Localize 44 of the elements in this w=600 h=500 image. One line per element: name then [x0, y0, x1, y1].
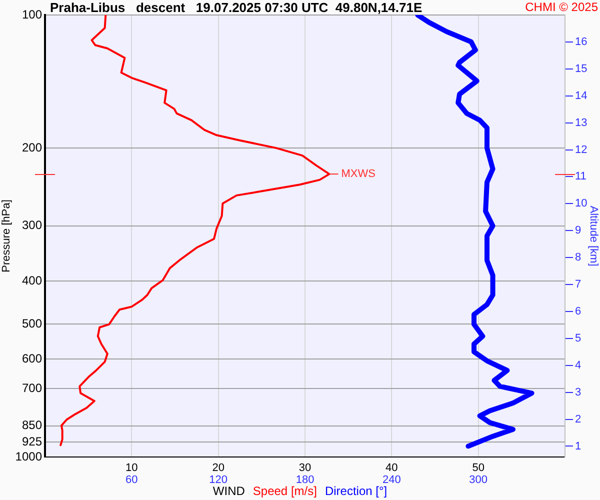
y2-tick-label: 9 — [575, 224, 582, 237]
y-tick-label: 200 — [22, 140, 42, 154]
y-tick-label: 850 — [22, 418, 42, 432]
y2-tick-label: 8 — [575, 252, 582, 264]
legend-title: WIND — [212, 484, 245, 498]
y2-tick-label: 7 — [575, 278, 582, 291]
x2-tick-label: 300 — [469, 474, 488, 486]
y-tick-label: 100 — [22, 7, 42, 22]
y2-tick-label: 4 — [575, 359, 582, 372]
y-tick-label: 700 — [22, 380, 42, 395]
y2-tick-label: 5 — [575, 332, 582, 344]
y-tick-label: 300 — [22, 218, 42, 232]
y-tick-label: 400 — [22, 273, 42, 288]
x-tick-label: 40 — [386, 462, 398, 474]
chart-title: Praha-Libus descent 19.07.2025 07:30 UTC 49.80N,14.71E — [50, 0, 422, 15]
y2-tick-label: 13 — [575, 116, 588, 129]
y2-tick-label: 15 — [575, 62, 588, 75]
y2-tick-label: 3 — [575, 386, 582, 398]
x2-tick-label: 120 — [209, 474, 228, 486]
x-tick-label: 10 — [126, 462, 138, 474]
y2-tick-label: 11 — [575, 170, 586, 183]
x2-tick-label: 60 — [126, 474, 138, 486]
y2-tick-label: 2 — [575, 413, 582, 426]
x-tick-label: 30 — [298, 462, 312, 474]
x-tick-label: 50 — [472, 462, 484, 474]
text: Speed [m/s] — [252, 484, 317, 498]
y-tick-label: 600 — [22, 351, 42, 366]
y2-axis-title: Altitude [km] — [587, 206, 600, 266]
y2-tick-label: 16 — [575, 36, 588, 48]
y2-tick-label: 6 — [575, 305, 582, 318]
y-tick-label: 1000 — [15, 449, 42, 464]
y2-tick-label: 1 — [575, 440, 582, 452]
y-tick-label: 500 — [22, 316, 42, 330]
y-tick-label: 925 — [22, 434, 42, 448]
y2-tick-label: 10 — [575, 198, 588, 210]
y2-tick-label: 12 — [575, 144, 588, 156]
y2-tick-label: 14 — [575, 90, 588, 102]
text: Direction [°] — [324, 484, 388, 498]
x2-tick-label: 180 — [296, 474, 314, 486]
text: CHMI © 2025 — [525, 0, 598, 14]
x-tick-label: 20 — [212, 462, 224, 474]
x2-tick-label: 240 — [382, 474, 401, 486]
y-axis-title: Pressure [hPa] — [0, 200, 13, 272]
annotation: MXWS — [341, 168, 376, 180]
